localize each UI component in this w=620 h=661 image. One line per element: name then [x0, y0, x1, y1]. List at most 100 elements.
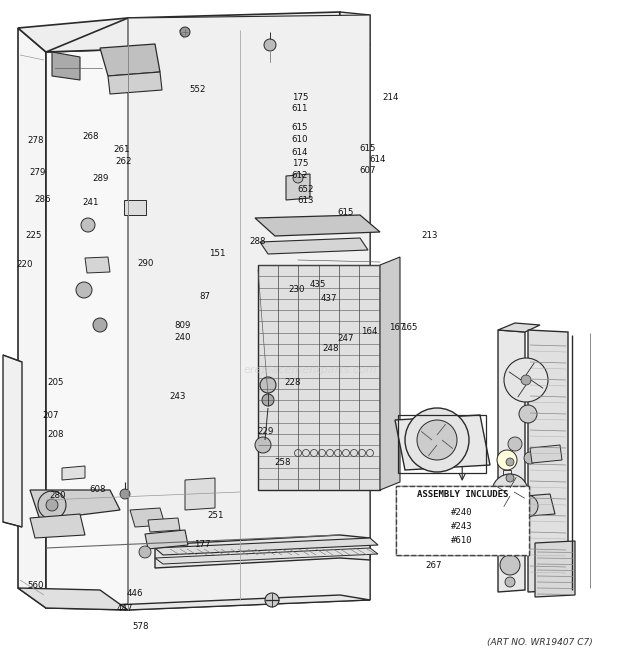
Text: 220: 220 — [17, 260, 33, 269]
Text: 286: 286 — [34, 195, 50, 204]
Text: 175: 175 — [292, 93, 308, 102]
Text: 177: 177 — [195, 539, 211, 549]
Text: 268: 268 — [82, 132, 99, 141]
Text: 205: 205 — [48, 378, 64, 387]
Text: 279: 279 — [29, 168, 45, 177]
Text: 278: 278 — [28, 136, 44, 145]
Circle shape — [180, 27, 190, 37]
Text: 248: 248 — [322, 344, 339, 353]
Text: 613: 613 — [298, 196, 314, 205]
Text: 241: 241 — [82, 198, 99, 207]
Text: 614: 614 — [370, 155, 386, 164]
Circle shape — [46, 499, 58, 511]
Text: #610: #610 — [451, 536, 473, 545]
Text: 280: 280 — [50, 490, 66, 500]
Text: 608: 608 — [89, 485, 105, 494]
Polygon shape — [185, 478, 215, 510]
Polygon shape — [380, 257, 400, 490]
Polygon shape — [530, 445, 562, 463]
Text: 615: 615 — [337, 208, 353, 217]
Text: (ART NO. WR19407 C7): (ART NO. WR19407 C7) — [487, 637, 593, 646]
Circle shape — [506, 474, 514, 482]
Text: 611: 611 — [292, 104, 308, 113]
Circle shape — [264, 39, 276, 51]
Circle shape — [507, 525, 517, 535]
Polygon shape — [108, 72, 162, 94]
Circle shape — [417, 420, 457, 460]
Circle shape — [335, 449, 342, 457]
Text: 446: 446 — [127, 589, 143, 598]
Text: 228: 228 — [285, 377, 301, 387]
Text: ASSEMBLY INCLUDES: ASSEMBLY INCLUDES — [417, 490, 508, 499]
Text: 208: 208 — [48, 430, 64, 439]
Text: 261: 261 — [113, 145, 130, 154]
Text: 288: 288 — [249, 237, 265, 247]
Polygon shape — [124, 200, 146, 215]
Circle shape — [498, 516, 526, 544]
Circle shape — [294, 449, 301, 457]
Text: ereplacementparts.com: ereplacementparts.com — [243, 365, 377, 375]
Text: 610: 610 — [292, 135, 308, 144]
Polygon shape — [528, 330, 568, 592]
Polygon shape — [100, 44, 160, 76]
Text: 552: 552 — [189, 85, 205, 95]
Text: 289: 289 — [92, 174, 108, 183]
Text: 230: 230 — [288, 285, 304, 294]
Polygon shape — [128, 15, 370, 610]
Text: 614: 614 — [292, 148, 308, 157]
Text: 290: 290 — [138, 258, 154, 268]
Text: 175: 175 — [292, 159, 308, 169]
Text: 607: 607 — [360, 166, 376, 175]
Text: 262: 262 — [116, 157, 132, 167]
Text: 247: 247 — [337, 334, 353, 343]
Text: 87: 87 — [199, 292, 210, 301]
Polygon shape — [535, 541, 575, 597]
Text: 809: 809 — [175, 321, 191, 330]
Circle shape — [311, 449, 317, 457]
Text: 437: 437 — [321, 293, 337, 303]
Polygon shape — [18, 588, 128, 610]
Circle shape — [120, 489, 130, 499]
Text: 151: 151 — [209, 249, 225, 258]
Text: 652: 652 — [298, 184, 314, 194]
Text: 447: 447 — [117, 603, 133, 613]
Circle shape — [81, 218, 95, 232]
Text: 240: 240 — [175, 333, 191, 342]
Circle shape — [260, 377, 276, 393]
Polygon shape — [52, 52, 80, 80]
Circle shape — [366, 449, 373, 457]
Text: 165: 165 — [401, 323, 417, 332]
Text: 164: 164 — [361, 327, 378, 336]
Polygon shape — [85, 257, 110, 273]
Circle shape — [265, 593, 279, 607]
Circle shape — [492, 474, 528, 510]
Text: 560: 560 — [28, 581, 44, 590]
Polygon shape — [155, 538, 378, 555]
Circle shape — [319, 449, 326, 457]
Circle shape — [506, 458, 514, 466]
Bar — [398, 415, 486, 473]
Polygon shape — [62, 466, 85, 480]
Polygon shape — [286, 174, 310, 200]
Circle shape — [524, 452, 536, 464]
Polygon shape — [130, 508, 165, 527]
Circle shape — [500, 555, 520, 575]
Polygon shape — [46, 12, 340, 52]
Circle shape — [508, 437, 522, 451]
Text: 267: 267 — [426, 561, 442, 570]
Circle shape — [358, 449, 366, 457]
Polygon shape — [340, 12, 370, 45]
Polygon shape — [155, 548, 378, 564]
Circle shape — [521, 375, 531, 385]
Text: 435: 435 — [309, 280, 326, 289]
Text: 243: 243 — [169, 392, 185, 401]
Polygon shape — [46, 42, 340, 608]
Circle shape — [139, 546, 151, 558]
Polygon shape — [340, 42, 370, 600]
Circle shape — [303, 449, 309, 457]
Circle shape — [505, 577, 515, 587]
Polygon shape — [498, 330, 525, 592]
Polygon shape — [500, 494, 555, 518]
Circle shape — [519, 405, 537, 423]
Circle shape — [342, 449, 350, 457]
